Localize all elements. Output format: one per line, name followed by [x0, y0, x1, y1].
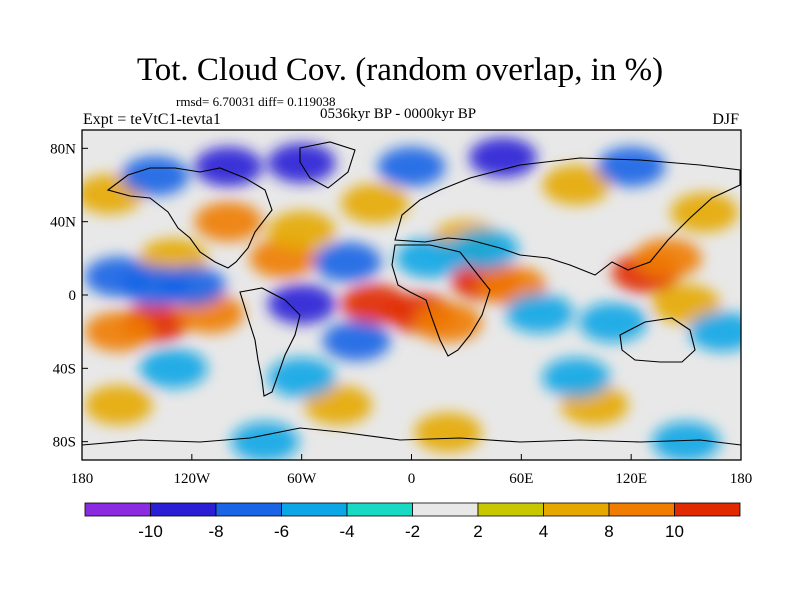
field-anomaly-28: [469, 137, 538, 178]
coastline-africa: [391, 244, 491, 357]
field-anomaly-21: [304, 385, 373, 425]
colorbar-swatch: [346, 502, 413, 517]
latitude-labels: 80N 40N 0 40S 80S: [50, 141, 76, 450]
field-anomaly-15: [542, 165, 611, 205]
x-tick-label: 0: [408, 471, 416, 487]
coastline-north-america: [106, 167, 273, 269]
map-title: Tot. Cloud Cov. (random overlap, in %): [136, 52, 664, 88]
colorbar-swatch: [412, 502, 479, 517]
field-anomaly-29: [597, 146, 666, 187]
colorbar-label: 8: [604, 522, 613, 541]
colorbar-label: 4: [539, 522, 548, 541]
field-anomaly-26: [267, 143, 336, 183]
colorbar-swatch: [215, 502, 282, 517]
field-anomaly-41: [267, 357, 336, 398]
colorbar-labels: -10 -8 -6 -4 -2 2 4 8 10: [138, 522, 684, 541]
field-anomaly-37: [505, 293, 574, 334]
x-tick-label: 60W: [287, 471, 317, 487]
colorbar-swatch: [84, 502, 151, 517]
colorbar-label: -8: [208, 522, 223, 541]
colorbar-label: -10: [138, 522, 163, 541]
y-tick-label: 80N: [50, 141, 76, 157]
colorbar-swatch: [281, 502, 348, 517]
field-anomaly-10: [633, 238, 702, 279]
colorbar-label: 10: [665, 522, 684, 541]
colorbar-swatch: [543, 502, 610, 517]
field-anomaly-6: [414, 302, 483, 343]
colorbar-swatch: [150, 502, 217, 517]
field-anomaly-11: [194, 201, 263, 242]
x-tick-label: 120E: [615, 471, 647, 487]
colorbar-swatch: [477, 502, 544, 517]
field-anomaly-22: [84, 385, 153, 425]
field-anomaly-17: [652, 284, 721, 325]
colorbar-label: 2: [473, 522, 482, 541]
field-anomaly-20: [414, 412, 483, 453]
field-anomaly-40: [139, 348, 208, 389]
field-anomaly-24: [121, 155, 190, 196]
field-anomaly-34: [313, 242, 382, 282]
coastline-greenland: [299, 141, 356, 189]
field-anomaly-35: [395, 238, 464, 279]
coastline-antarctica: [82, 427, 741, 446]
field-anomaly-42: [542, 357, 611, 398]
colorbar-label: -2: [405, 522, 420, 541]
season-label: DJF: [712, 111, 739, 128]
field-anomaly-13: [340, 183, 409, 224]
x-tick-label: 60E: [509, 471, 533, 487]
longitude-labels: 180 120W 60W 0 60E 120E 180: [71, 471, 753, 487]
y-tick-label: 80S: [53, 435, 76, 451]
axis-ticks: [81, 147, 742, 460]
field-anomaly-27: [377, 146, 446, 187]
field-layer: [82, 130, 741, 460]
field-anomaly-39: [322, 320, 391, 361]
field-anomaly-25: [194, 146, 263, 187]
y-tick-label: 40S: [53, 361, 76, 377]
field-anomaly-43: [688, 311, 741, 352]
colorbar-label: -6: [274, 522, 289, 541]
field-anomaly-36: [450, 229, 519, 270]
colorbar-label: -4: [339, 522, 354, 541]
x-tick-label: 180: [71, 471, 94, 487]
y-tick-label: 40N: [50, 215, 76, 231]
coastline-eurasia: [394, 157, 741, 276]
colorbar-swatch: [674, 502, 741, 517]
field-anomaly-44: [231, 421, 300, 460]
field-anomaly-1: [84, 311, 153, 352]
colorbar-swatch: [608, 502, 675, 517]
field-anomaly-38: [578, 302, 647, 343]
experiment-label: Expt = teVtC1-tevta1: [83, 111, 221, 128]
coastline-australia: [619, 317, 696, 363]
field-anomaly-33: [267, 284, 336, 325]
coastlines: [82, 141, 741, 446]
coastline-south-america: [239, 287, 301, 397]
x-tick-label: 180: [730, 471, 753, 487]
field-anomaly-12: [267, 210, 336, 251]
y-tick-label: 0: [69, 288, 77, 304]
rmsd-diff-stats: rmsd= 6.70031 diff= 0.119038: [176, 94, 336, 109]
field-anomaly-16: [670, 192, 739, 233]
colorbar: [84, 502, 741, 517]
period-label: 0536kyr BP - 0000kyr BP: [320, 106, 477, 122]
x-tick-label: 120W: [173, 471, 211, 487]
field-anomaly-32: [157, 265, 226, 306]
